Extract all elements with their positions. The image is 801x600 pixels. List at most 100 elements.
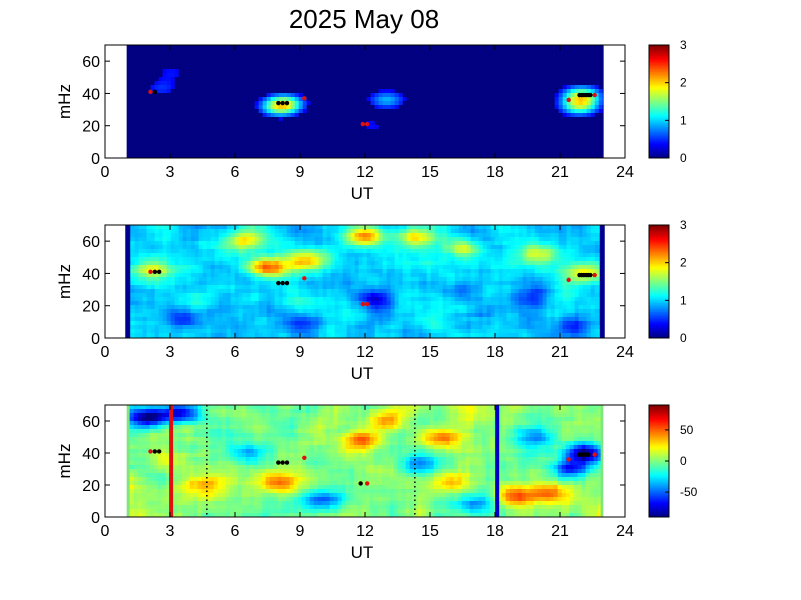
marker-red-2 xyxy=(364,481,370,486)
marker-black-1 xyxy=(276,100,281,106)
colorbar-tick-label: 3 xyxy=(680,218,687,232)
colorbar-tick-label: -50 xyxy=(680,485,698,499)
x-tick-label: 21 xyxy=(551,344,569,361)
colorbar-tick-label: 2 xyxy=(680,76,687,90)
colorbar-tick-label: 50 xyxy=(680,423,694,437)
x-tick-label: 9 xyxy=(296,523,305,540)
marker-black-9 xyxy=(588,92,593,98)
x-tick-label: 3 xyxy=(166,164,175,181)
marker-red-3 xyxy=(364,121,370,127)
marker-black-2 xyxy=(276,280,281,286)
marker-red-3 xyxy=(566,457,571,462)
colorbar-tick-label: 3 xyxy=(680,38,687,52)
marker-red-2 xyxy=(360,301,366,307)
marker-black-2 xyxy=(276,460,281,465)
x-tick-label: 15 xyxy=(421,164,439,181)
y-tick-label: 20 xyxy=(82,119,100,136)
marker-red-5 xyxy=(592,92,597,98)
x-tick-label: 0 xyxy=(101,523,110,540)
colorbar-tick-label: 0 xyxy=(680,454,687,468)
y-tick-label: 20 xyxy=(82,299,100,316)
heatmap xyxy=(126,45,604,159)
marker-red-4 xyxy=(592,452,597,457)
x-tick-label: 12 xyxy=(356,344,374,361)
marker-red-3 xyxy=(364,301,370,307)
y-axis-label: mHz xyxy=(55,84,74,119)
marker-black-2 xyxy=(280,100,285,106)
marker-black-4 xyxy=(284,280,290,286)
marker-black-3 xyxy=(280,280,285,286)
marker-red-1 xyxy=(302,276,307,281)
x-tick-label: 9 xyxy=(296,164,305,181)
x-tick-label: 0 xyxy=(101,164,110,181)
colorbar-tick-label: 1 xyxy=(680,113,687,127)
marker-red-4 xyxy=(566,277,571,283)
x-tick-label: 12 xyxy=(356,523,374,540)
x-axis-label: UT xyxy=(351,543,374,562)
marker-black-10 xyxy=(585,452,591,457)
heatmap xyxy=(126,225,604,339)
x-tick-label: 3 xyxy=(166,344,175,361)
x-tick-label: 24 xyxy=(616,523,634,540)
colorbar-tick-label: 0 xyxy=(680,151,687,165)
colorbar: 0 1 2 3 xyxy=(648,38,687,165)
y-tick-label: 60 xyxy=(82,234,100,251)
colorbar-tick-label: 0 xyxy=(680,331,687,345)
x-tick-label: 6 xyxy=(231,523,240,540)
y-axis-label: mHz xyxy=(55,444,74,479)
marker-red-2 xyxy=(360,121,366,127)
y-axis-label: mHz xyxy=(55,264,74,299)
figure-title: 2025 May 08 xyxy=(289,4,439,34)
x-tick-label: 0 xyxy=(101,344,110,361)
marker-black-3 xyxy=(280,460,285,465)
y-tick-label: 60 xyxy=(82,414,100,431)
x-tick-label: 18 xyxy=(486,523,504,540)
y-tick-label: 0 xyxy=(91,331,100,348)
y-tick-label: 40 xyxy=(82,266,100,283)
colorbar: 50 0 -50 xyxy=(648,404,698,518)
marker-black-0 xyxy=(152,269,158,275)
x-tick-label: 6 xyxy=(231,344,240,361)
marker-black-3 xyxy=(284,100,290,106)
x-axis-label: UT xyxy=(351,364,374,383)
marker-red-1 xyxy=(302,455,307,460)
marker-black-5 xyxy=(358,481,363,486)
colorbar-tick-label: 2 xyxy=(680,256,687,270)
marker-red-5 xyxy=(592,272,597,278)
x-tick-label: 18 xyxy=(486,164,504,181)
marker-black-1 xyxy=(156,449,162,454)
x-axis-label: UT xyxy=(351,184,374,203)
marker-black-10 xyxy=(588,272,593,278)
y-tick-label: 40 xyxy=(82,86,100,103)
y-tick-label: 0 xyxy=(91,510,100,527)
marker-red-1 xyxy=(302,96,307,101)
heatmap xyxy=(129,405,601,518)
y-tick-label: 60 xyxy=(82,54,100,71)
colorbar-tick-label: 1 xyxy=(680,293,687,307)
y-tick-label: 0 xyxy=(91,151,100,168)
marker-black-0 xyxy=(152,89,158,95)
marker-red-0 xyxy=(148,89,153,95)
marker-black-0 xyxy=(152,449,158,454)
x-tick-label: 18 xyxy=(486,344,504,361)
marker-black-4 xyxy=(284,460,290,465)
marker-red-4 xyxy=(566,97,571,103)
x-tick-label: 15 xyxy=(421,344,439,361)
x-tick-label: 12 xyxy=(356,164,374,181)
marker-black-1 xyxy=(156,269,162,275)
y-tick-label: 20 xyxy=(82,478,100,495)
x-tick-label: 9 xyxy=(296,344,305,361)
x-tick-label: 3 xyxy=(166,523,175,540)
colorbar-frame xyxy=(648,224,670,339)
marker-red-0 xyxy=(148,449,153,454)
x-tick-label: 21 xyxy=(551,164,569,181)
marker-red-0 xyxy=(148,269,153,275)
x-tick-label: 24 xyxy=(616,164,634,181)
x-tick-label: 21 xyxy=(551,523,569,540)
x-tick-label: 24 xyxy=(616,344,634,361)
y-tick-label: 40 xyxy=(82,446,100,463)
colorbar: 0 1 2 3 xyxy=(648,218,687,345)
